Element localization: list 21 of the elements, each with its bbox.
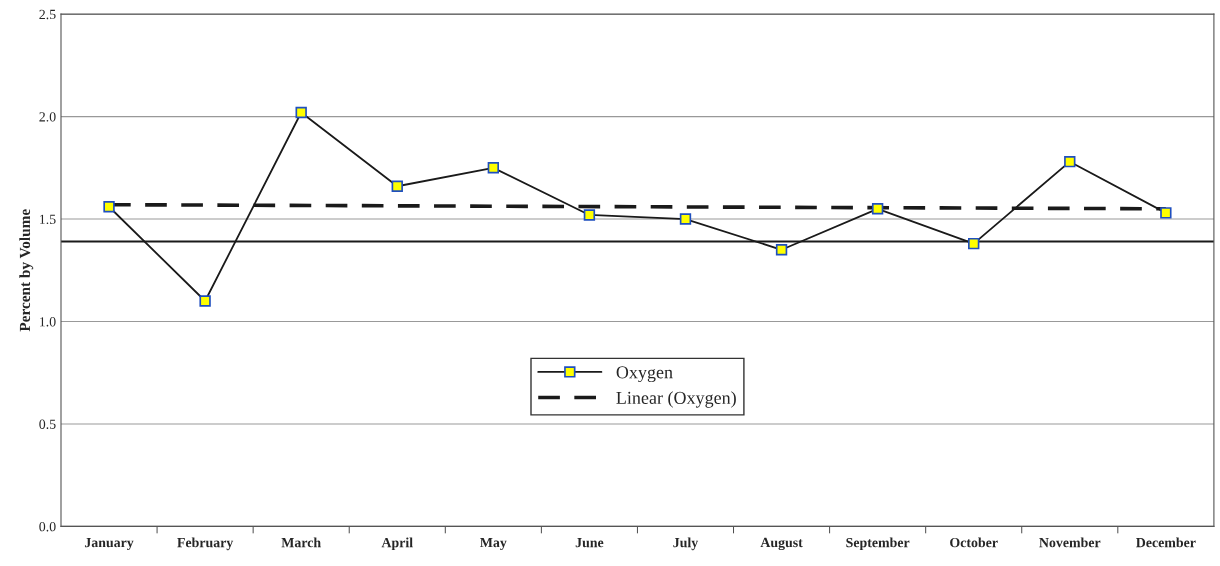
x-tick-label: March [281,537,321,548]
x-tick-label: October [950,537,998,548]
x-tick-label: September [846,537,910,551]
x-tick-label: July [673,537,699,551]
x-tick-label: June [575,538,604,548]
y-tick-label: 1.0 [40,317,56,327]
x-tick-label: January [84,537,134,551]
y-tick-label: 2.5 [39,9,56,20]
x-tick-label: May [480,537,507,551]
y-axis-title: Percent by Volume [19,209,34,332]
x-tick-label: August [760,537,803,551]
x-tick-label: November [1039,537,1101,548]
x-tick-label: April [381,537,413,551]
y-tick-label: 0.5 [39,419,56,429]
y-tick-label: 0.0 [39,521,56,532]
x-tick-label: February [177,537,234,551]
x-tick-label: December [1136,537,1196,548]
legend-label: Oxygen [616,366,673,383]
y-tick-label: 1.5 [40,214,56,225]
y-tick-label: 2.0 [39,112,56,122]
legend-label: Linear (Oxygen) [616,391,736,408]
